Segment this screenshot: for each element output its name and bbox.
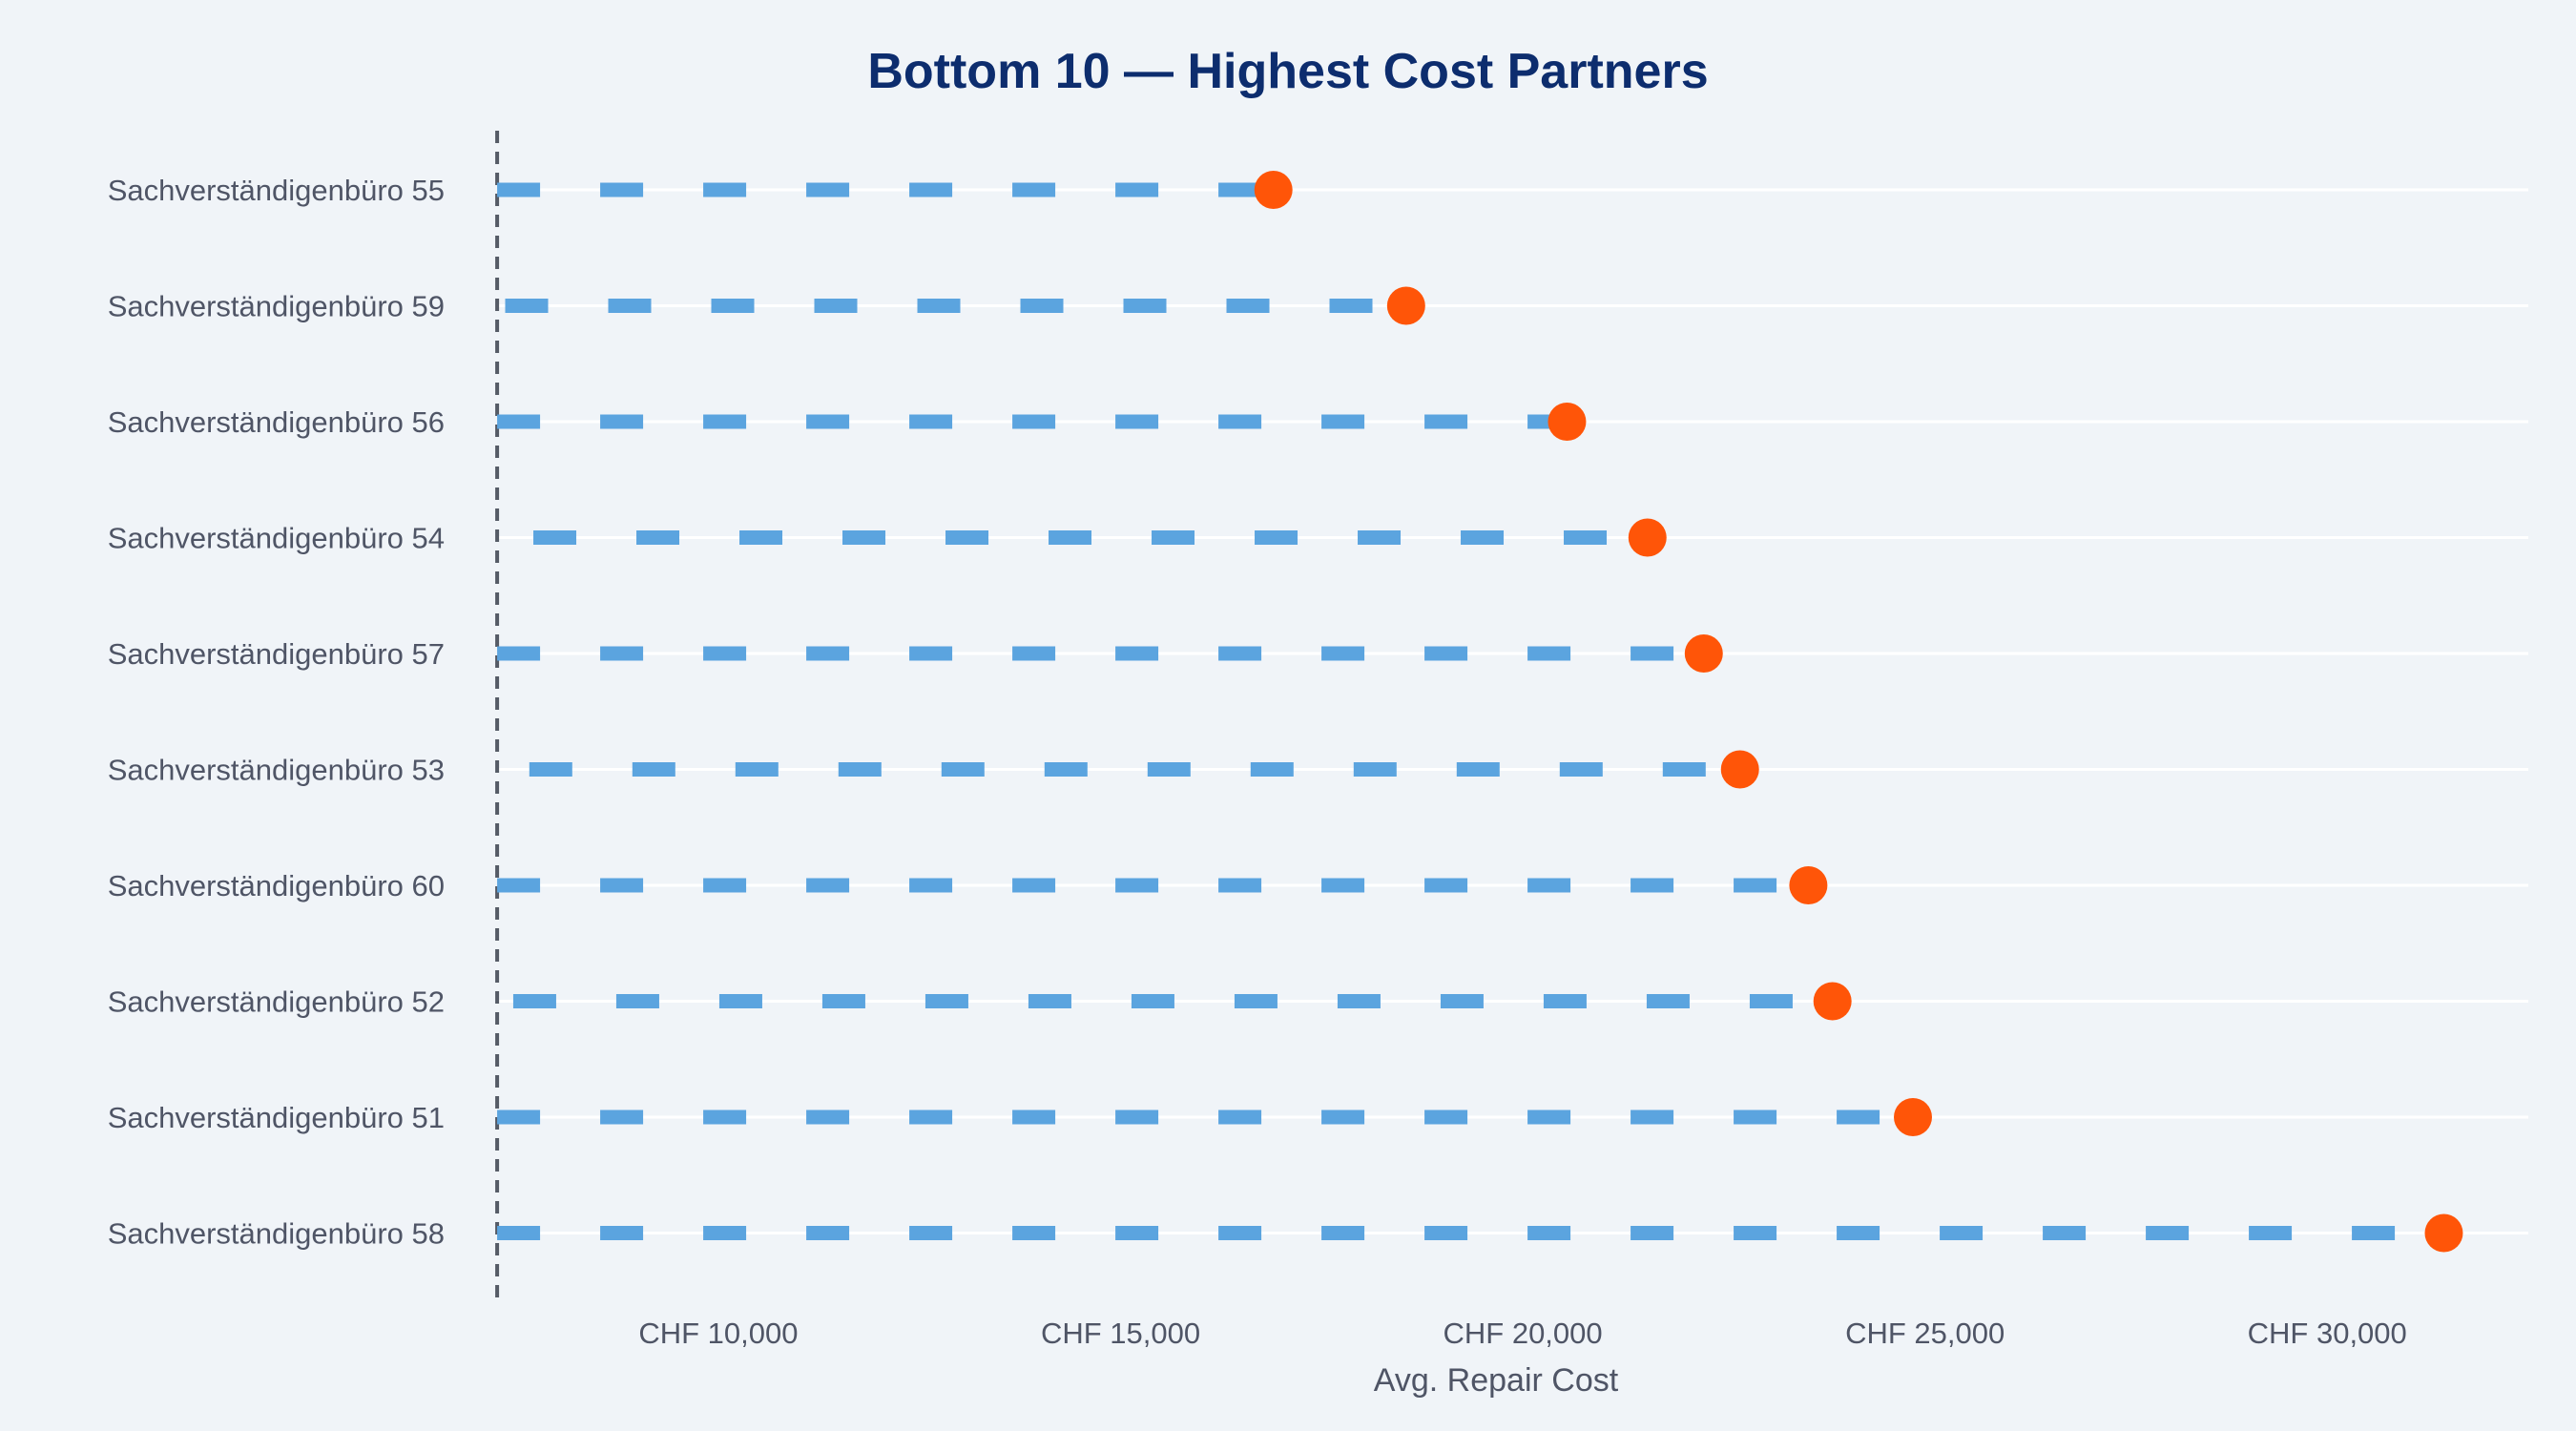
y-axis-label: Sachverständigenbüro 51	[108, 1101, 445, 1134]
data-point[interactable]	[1894, 1098, 1932, 1136]
y-axis-label: Sachverständigenbüro 58	[108, 1217, 445, 1251]
data-point[interactable]	[1254, 171, 1293, 209]
data-point[interactable]	[1628, 518, 1667, 557]
y-axis-label: Sachverständigenbüro 53	[108, 754, 445, 787]
y-axis-label: Sachverständigenbüro 54	[108, 522, 445, 555]
gridlines	[497, 188, 2528, 1234]
x-tick-label: CHF 20,000	[1444, 1317, 1603, 1350]
data-point[interactable]	[1548, 403, 1587, 441]
x-axis-ticks: CHF 10,000 CHF 15,000 CHF 20,000 CHF 25,000…	[638, 1317, 2406, 1350]
y-axis-label: Sachverständigenbüro 59	[108, 290, 445, 323]
x-tick-label: CHF 30,000	[2248, 1317, 2407, 1350]
y-axis-label: Sachverständigenbüro 56	[108, 405, 445, 439]
y-axis-labels: Sachverständigenbüro 55 Sachverständigenb…	[108, 174, 445, 1251]
data-point[interactable]	[1789, 866, 1828, 904]
data-point[interactable]	[1386, 286, 1425, 325]
x-tick-label: CHF 15,000	[1041, 1317, 1200, 1350]
chart-title: Bottom 10 — Highest Cost Partners	[867, 44, 1708, 99]
data-point[interactable]	[1813, 982, 1852, 1021]
x-axis-title: Avg. Repair Cost	[1374, 1362, 1619, 1399]
y-axis-label: Sachverständigenbüro 60	[108, 869, 445, 902]
data-point[interactable]	[1720, 750, 1759, 789]
y-axis-label: Sachverständigenbüro 52	[108, 985, 445, 1019]
x-tick-label: CHF 10,000	[638, 1317, 798, 1350]
stems	[497, 182, 2444, 1240]
data-point[interactable]	[1684, 634, 1723, 673]
y-axis-label: Sachverständigenbüro 57	[108, 637, 445, 671]
data-point[interactable]	[2424, 1213, 2463, 1253]
dots	[1254, 171, 2463, 1253]
y-axis-label: Sachverständigenbüro 55	[108, 174, 445, 207]
x-tick-label: CHF 25,000	[1845, 1317, 2005, 1350]
